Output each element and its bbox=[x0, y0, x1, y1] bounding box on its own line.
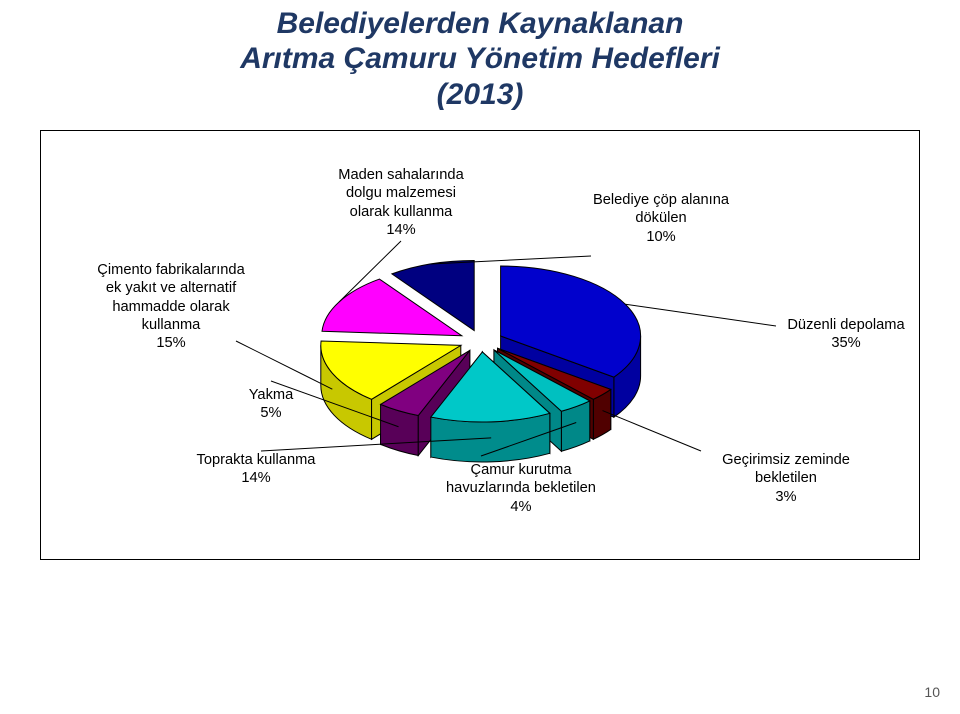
pie-chart-frame: Düzenli depolama35%Geçirimsiz zemindebek… bbox=[40, 130, 920, 560]
title-line-2: Arıtma Çamuru Yönetim Hedefleri bbox=[0, 41, 960, 76]
pie-chart bbox=[41, 131, 919, 559]
title-line-1: Belediyelerden Kaynaklanan bbox=[0, 6, 960, 41]
title-line-3: (2013) bbox=[0, 77, 960, 112]
page-title: Belediyelerden Kaynaklanan Arıtma Çamuru… bbox=[0, 6, 960, 112]
page-number: 10 bbox=[924, 684, 940, 700]
